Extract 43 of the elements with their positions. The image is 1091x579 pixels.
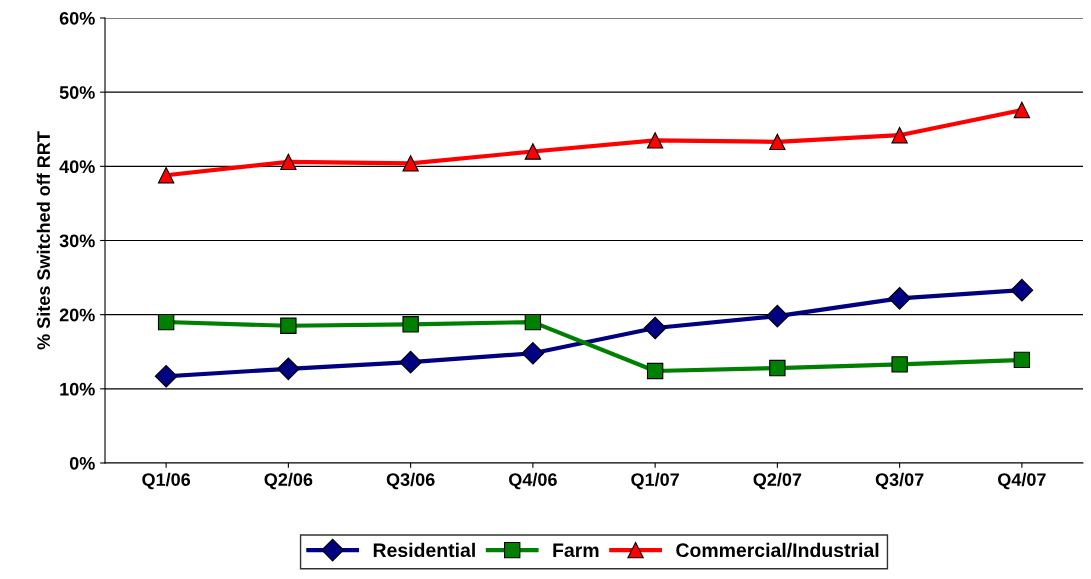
point — [280, 153, 297, 171]
x-tick-label: Q1/07 — [631, 472, 679, 490]
y-tick-label: 20% — [59, 308, 95, 322]
y-tick-label: 30% — [59, 234, 95, 248]
x-tick-label: Q1/06 — [142, 472, 191, 490]
y-tick-label: 0% — [69, 456, 95, 470]
point — [891, 126, 908, 144]
point — [769, 359, 786, 377]
y-tick-label: 10% — [60, 382, 95, 396]
point — [769, 133, 786, 151]
x-tick-label: Q2/06 — [264, 472, 313, 490]
point — [524, 313, 542, 331]
point — [888, 286, 911, 310]
point — [1013, 101, 1031, 119]
legend-label: Residential — [373, 542, 475, 558]
point — [280, 317, 297, 334]
point — [1010, 278, 1034, 302]
point — [524, 143, 542, 160]
point — [646, 132, 664, 149]
point — [521, 341, 545, 365]
y-tick-label: 50% — [59, 86, 95, 99]
point — [157, 313, 175, 331]
x-tick-label: Q2/07 — [753, 472, 802, 490]
x-tick-label: Q3/06 — [386, 472, 435, 490]
point — [402, 316, 419, 333]
point — [154, 364, 178, 388]
legend-label: Farm — [553, 543, 599, 558]
point — [1013, 351, 1031, 369]
point — [277, 357, 300, 381]
x-tick-label: Q3/07 — [875, 472, 924, 490]
point — [891, 356, 908, 373]
point — [643, 316, 667, 340]
point — [766, 304, 789, 328]
y-tick-label: 40% — [59, 160, 95, 174]
x-tick-label: Q4/06 — [509, 472, 557, 490]
point — [157, 167, 175, 184]
y-tick-label: 60% — [59, 11, 95, 25]
legend-label: Commercial/Industrial — [676, 542, 879, 558]
x-tick-label: Q4/07 — [998, 472, 1046, 490]
point — [402, 155, 419, 172]
point — [399, 350, 422, 374]
point — [646, 362, 664, 380]
y-axis-title: % Sites Switched off RRT — [36, 131, 51, 350]
